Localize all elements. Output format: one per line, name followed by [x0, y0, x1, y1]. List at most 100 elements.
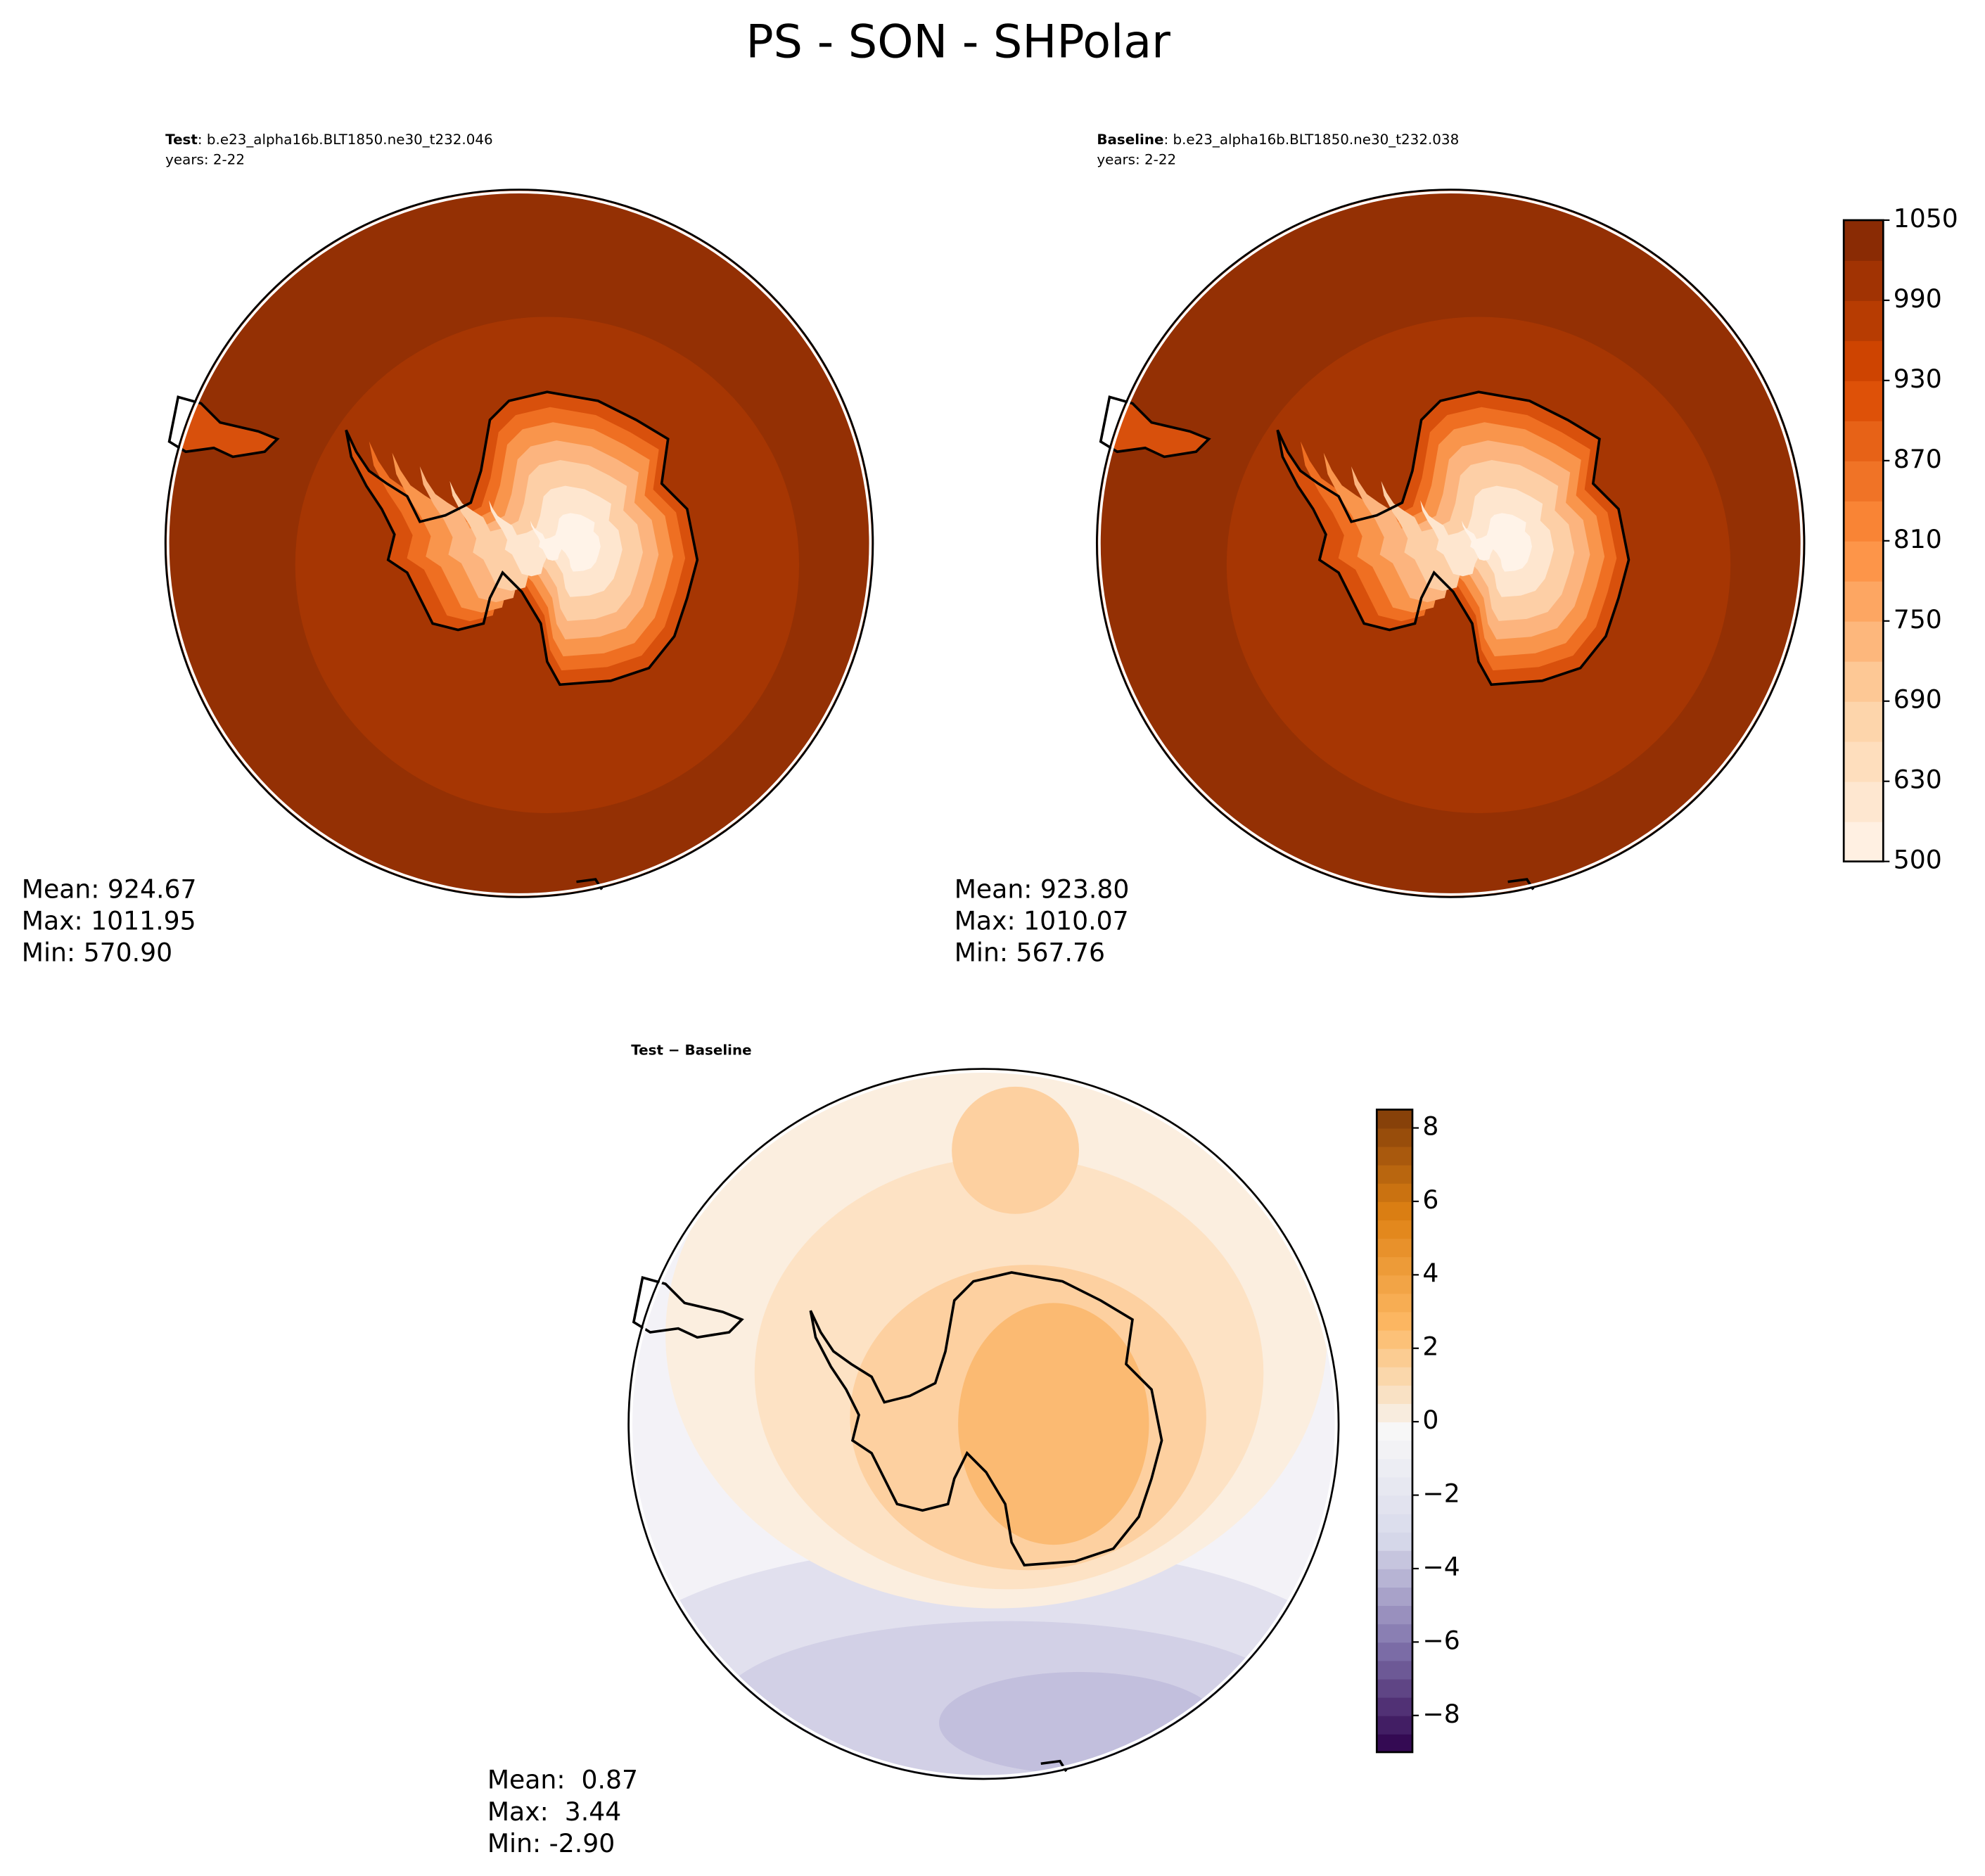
- panel-case: : b.e23_alpha16b.BLT1850.ne30_t232.046: [198, 132, 493, 148]
- field-high: [952, 1086, 1080, 1214]
- colorbar-band: [1377, 1513, 1412, 1533]
- colorbar-band: [1844, 701, 1884, 742]
- colorbar-band: [1377, 1623, 1412, 1643]
- map: [1095, 189, 1806, 898]
- colorbar-band: [1377, 1182, 1412, 1202]
- colorbar-band: [1377, 1164, 1412, 1184]
- figure-title: PS - SON - SHPolar: [746, 15, 1170, 68]
- colorbar-band: [1377, 1458, 1412, 1478]
- map-border: [164, 189, 874, 898]
- colorbar-band: [1844, 741, 1884, 782]
- map-ring: [166, 191, 872, 896]
- colorbar-tick-label: −4: [1422, 1552, 1460, 1582]
- colorbar-band: [1844, 260, 1884, 301]
- panel-years: years: 2-22: [1097, 151, 1176, 167]
- field-low: [939, 1672, 1219, 1774]
- panel-years: years: 2-22: [165, 151, 245, 167]
- colorbar-band: [1377, 1440, 1412, 1460]
- colorbar-band: [1377, 1587, 1412, 1607]
- colorbar-band: [1377, 1678, 1412, 1698]
- colorbar-tick-label: 750: [1894, 604, 1942, 634]
- colorbar-tick-label: 2: [1422, 1332, 1438, 1362]
- colorbar-band: [1377, 1422, 1412, 1441]
- colorbar-tick-label: −6: [1422, 1625, 1460, 1655]
- colorbar-tick-label: 870: [1894, 444, 1942, 474]
- colorbar-band: [1844, 460, 1884, 502]
- panel-title: Test: b.e23_alpha16b.BLT1850.ne30_t232.0…: [165, 132, 492, 148]
- colorbar-tick-label: 930: [1894, 364, 1942, 394]
- stat: Min: 567.76: [955, 938, 1105, 968]
- colorbar-band: [1844, 219, 1884, 261]
- colorbar-band: [1844, 500, 1884, 542]
- colorbar-band: [1844, 661, 1884, 702]
- colorbar-tick-label: 0: [1422, 1405, 1438, 1435]
- stat: Max: 3.44: [487, 1797, 621, 1827]
- map-ring: [630, 1070, 1338, 1778]
- colorbar-band: [1377, 1128, 1412, 1147]
- colorbar-band: [1377, 1384, 1412, 1404]
- stat: Min: 570.90: [22, 938, 172, 968]
- colorbar-band: [1377, 1256, 1412, 1276]
- colorbar-tick-label: 810: [1894, 524, 1942, 554]
- panel-title: Baseline: b.e23_alpha16b.BLT1850.ne30_t2…: [1097, 132, 1459, 148]
- colorbar-band: [1377, 1403, 1412, 1423]
- colorbar-tick-label: 6: [1422, 1185, 1438, 1215]
- colorbar-band: [1844, 340, 1884, 381]
- stat: Max: 1010.07: [955, 906, 1129, 936]
- colorbar-band: [1844, 420, 1884, 461]
- colorbar-band: [1377, 1605, 1412, 1625]
- colorbar-band: [1844, 380, 1884, 421]
- stat: Mean: 0.87: [487, 1765, 638, 1795]
- colorbar-band: [1377, 1348, 1412, 1367]
- panel-label: Baseline: [1097, 132, 1163, 148]
- colorbar-band: [1377, 1366, 1412, 1386]
- colorbar-band: [1377, 1715, 1412, 1735]
- map: [164, 189, 874, 898]
- colorbar-tick-label: 1050: [1894, 203, 1958, 234]
- colorbar-band: [1844, 821, 1884, 862]
- colorbar-band: [1377, 1550, 1412, 1569]
- map-field: [628, 1068, 1339, 1779]
- colorbar-band: [1377, 1201, 1412, 1220]
- colorbar-band: [1377, 1329, 1412, 1349]
- colorbar-band: [1377, 1660, 1412, 1680]
- colorbar-band: [1844, 580, 1884, 622]
- colorbar-band: [1377, 1146, 1412, 1166]
- stat: Mean: 923.80: [955, 874, 1130, 904]
- colorbar-band: [1377, 1697, 1412, 1716]
- stat: Max: 1011.95: [22, 906, 196, 936]
- panel-case: : b.e23_alpha16b.BLT1850.ne30_t232.038: [1163, 132, 1459, 148]
- colorbar-band: [1377, 1311, 1412, 1331]
- colorbar-band: [1377, 1733, 1412, 1753]
- colorbar-band: [1377, 1568, 1412, 1588]
- colorbar-band: [1377, 1531, 1412, 1551]
- panel-title: Test − Baseline: [631, 1042, 751, 1059]
- colorbar-band: [1844, 300, 1884, 341]
- map-border: [1095, 189, 1806, 898]
- colorbar-tick-label: 4: [1422, 1258, 1438, 1288]
- colorbar-band: [1377, 1642, 1412, 1661]
- stat: Min: -2.90: [487, 1828, 615, 1858]
- map-ring: [1098, 191, 1804, 896]
- colorbar-tick-label: 690: [1894, 684, 1942, 715]
- colorbar-tick-label: 500: [1894, 845, 1942, 875]
- stat: Mean: 924.67: [22, 874, 197, 904]
- colorbar-tick-label: 8: [1422, 1111, 1438, 1142]
- colorbar-band: [1377, 1275, 1412, 1294]
- colorbar-band: [1844, 781, 1884, 822]
- colorbar-tick-label: 630: [1894, 765, 1942, 795]
- colorbar-band: [1377, 1238, 1412, 1258]
- colorbar-band: [1844, 620, 1884, 662]
- map-border: [627, 1068, 1340, 1780]
- panel-label: Test: [165, 132, 198, 148]
- colorbar-band: [1377, 1476, 1412, 1496]
- colorbar-tick-label: 990: [1894, 283, 1942, 314]
- colorbar-band: [1377, 1220, 1412, 1239]
- colorbar-band: [1377, 1109, 1412, 1129]
- colorbar-tick-label: −2: [1422, 1479, 1460, 1509]
- map-field: [165, 189, 873, 898]
- colorbar-tick-label: −8: [1422, 1699, 1460, 1729]
- colorbar-frame: [1375, 1109, 1414, 1754]
